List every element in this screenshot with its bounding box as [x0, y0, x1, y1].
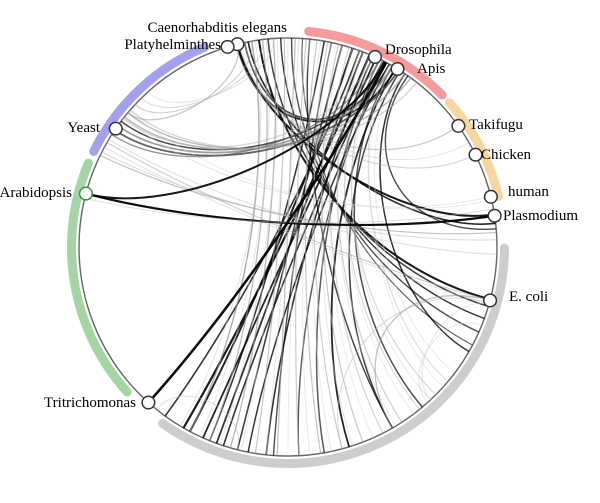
- chord: [254, 38, 286, 454]
- chord: [128, 110, 492, 210]
- chord: [374, 295, 491, 429]
- chord: [313, 41, 343, 450]
- chord: [229, 38, 277, 449]
- chord: [384, 75, 497, 230]
- chord: [85, 192, 495, 227]
- band-blue: [89, 42, 209, 156]
- label-chicken: Chicken: [481, 147, 531, 163]
- label-human: human: [508, 184, 549, 200]
- node-drosophila: [367, 49, 383, 65]
- label-caenorhabditis-elegans: Caenorhabditis elegans: [147, 20, 287, 36]
- chord: [238, 43, 476, 169]
- node-platyhelminthes: [220, 39, 235, 54]
- band-arcs: [67, 26, 509, 468]
- chord: [421, 302, 490, 401]
- band-gray: [158, 243, 509, 468]
- chord: [302, 40, 322, 455]
- node-chicken: [468, 147, 483, 162]
- chord: [156, 395, 239, 450]
- chord: [235, 44, 459, 151]
- chord: [336, 50, 403, 423]
- chord-layer: [84, 37, 497, 457]
- chord: [337, 297, 490, 450]
- node-arabidopsis: [78, 186, 93, 201]
- band-red: [304, 26, 447, 100]
- node-layer: [78, 37, 502, 410]
- chord: [147, 38, 274, 103]
- node-apis: [390, 61, 405, 77]
- chord: [122, 117, 491, 208]
- chord: [108, 138, 497, 255]
- chord: [179, 40, 262, 427]
- chord: [295, 38, 307, 456]
- node-human: [483, 189, 498, 204]
- chord: [164, 50, 361, 417]
- chord: [329, 46, 384, 434]
- node-yeast: [108, 121, 123, 136]
- chord: [265, 38, 300, 455]
- chord: [147, 61, 388, 404]
- chord: [276, 38, 296, 456]
- chord: [219, 38, 279, 445]
- chord: [367, 63, 449, 382]
- label-apis: Apis: [417, 61, 446, 77]
- label-arabidopsis: Arabidopsis: [0, 185, 72, 201]
- chord: [85, 61, 386, 200]
- node-takifugu: [451, 118, 466, 133]
- chord: [114, 69, 400, 157]
- label-drosophila: Drosophila: [385, 42, 452, 58]
- chord: [236, 44, 343, 450]
- chord: [104, 146, 490, 305]
- chord: [240, 37, 289, 451]
- band-green: [67, 158, 132, 397]
- chord: [306, 39, 394, 429]
- label-yeast: Yeast: [67, 120, 100, 136]
- label-platyhelminthes: Platyhelminthes: [124, 37, 221, 53]
- label-e-coli: E. coli: [509, 289, 549, 305]
- chord: [106, 141, 491, 301]
- label-plasmodium: Plasmodium: [503, 208, 579, 224]
- chord: [99, 154, 497, 235]
- chord: [141, 39, 264, 108]
- chord: [287, 39, 311, 457]
- chord: [344, 55, 415, 415]
- chord: [182, 54, 371, 429]
- chord: [111, 58, 381, 158]
- node-e-coli: [483, 293, 498, 308]
- chord: [304, 39, 322, 454]
- chord: [129, 81, 418, 149]
- chord: [122, 55, 374, 148]
- chord: [199, 39, 270, 437]
- chord: [418, 322, 482, 403]
- chord: [209, 41, 326, 442]
- band-orange: [444, 98, 504, 201]
- chord: [328, 48, 374, 439]
- label-tritrichomonas: Tritrichomonas: [44, 395, 136, 411]
- chord: [209, 39, 268, 442]
- node-tritrichomonas: [141, 395, 156, 410]
- chord: [127, 77, 412, 150]
- chord: [189, 41, 260, 432]
- chord: [244, 42, 470, 160]
- label-takifugu: Takifugu: [469, 117, 523, 133]
- chord: [312, 42, 332, 452]
- node-plasmodium: [487, 208, 502, 223]
- chord: [247, 41, 496, 225]
